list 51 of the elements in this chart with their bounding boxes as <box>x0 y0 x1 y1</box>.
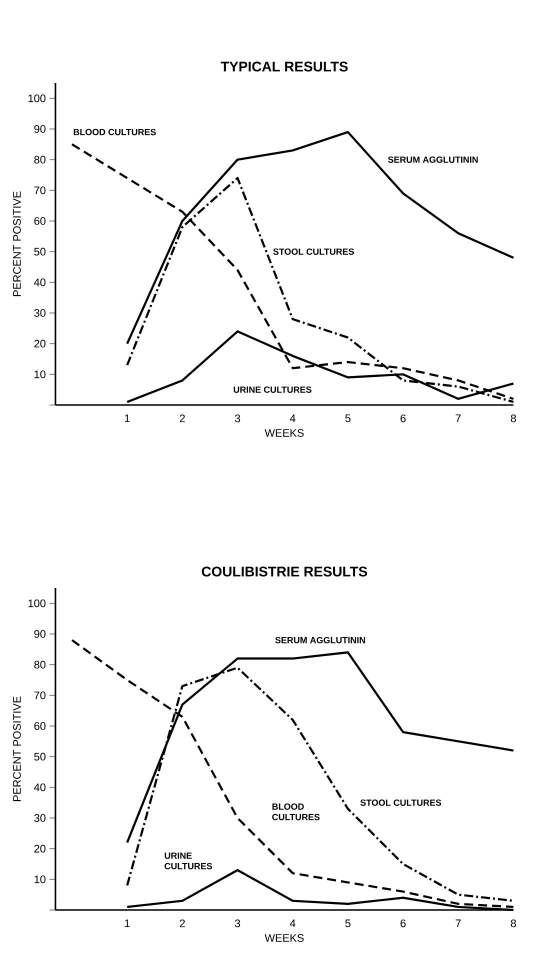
chart-title: COULIBISTRIE RESULTS <box>202 566 368 577</box>
x-tick-label: 1 <box>124 920 130 928</box>
x-tick-label: 5 <box>345 414 350 422</box>
y-tick-label: 40 <box>34 783 46 792</box>
x-tick-label: 2 <box>180 920 185 928</box>
x-axis-title: WEEKS <box>264 429 304 437</box>
y-tick-label: 60 <box>34 722 46 730</box>
series-label: STOOL CULTURES <box>273 248 354 255</box>
series-label: SERUM AGGLUTININ <box>275 636 366 644</box>
y-tick-label: 100 <box>28 94 46 102</box>
x-tick-label: 4 <box>290 920 296 928</box>
x-tick-label: 7 <box>456 920 461 928</box>
line-series <box>70 639 515 908</box>
x-tick-label: 8 <box>510 920 516 928</box>
x-tick-label: 7 <box>456 414 461 422</box>
y-tick-label: 80 <box>34 660 46 669</box>
x-tick-label: 4 <box>290 414 296 422</box>
x-tick-label: 5 <box>345 920 350 928</box>
y-tick-label: 90 <box>34 125 46 133</box>
y-tick-label: 70 <box>34 691 46 700</box>
y-tick-label: 20 <box>34 340 46 348</box>
y-tick-label: 10 <box>34 370 46 378</box>
x-tick-label: 3 <box>234 920 240 928</box>
series-label: STOOL CULTURES <box>360 799 442 806</box>
text: BLOOD CULTURES <box>272 803 320 820</box>
x-tick-label: 6 <box>400 414 406 422</box>
series-label: URINE CULTURES <box>164 852 212 870</box>
x-tick-label: 2 <box>180 414 185 422</box>
x-tick-label: 8 <box>510 414 516 422</box>
y-axis-title: PERCENT POSITIVE <box>13 192 21 296</box>
text: URINE CULTURES <box>234 386 312 393</box>
chart-title: TYPICAL RESULTS <box>220 62 348 72</box>
y-tick-label: 50 <box>34 248 46 256</box>
y-tick-label: 70 <box>34 186 46 194</box>
y-tick-label: 50 <box>34 752 46 761</box>
series-label: BLOOD CULTURES <box>74 128 156 136</box>
y-tick-label: 40 <box>34 278 46 286</box>
x-tick-label: 3 <box>234 414 240 422</box>
x-tick-label: 6 <box>400 920 406 928</box>
y-tick-label: 100 <box>28 599 46 608</box>
y-tick-label: 20 <box>34 844 46 853</box>
y-tick-label: 80 <box>34 156 46 164</box>
x-axis-title: WEEKS <box>264 934 304 942</box>
y-tick-label: 60 <box>34 217 46 225</box>
x-tick-label: 1 <box>124 414 130 422</box>
series-label: SERUM AGGLUTININ <box>388 156 478 163</box>
y-tick-label: 30 <box>34 814 46 822</box>
y-tick-label: 30 <box>34 309 46 317</box>
y-axis-title: PERCENT POSITIVE <box>13 696 21 802</box>
y-tick-label: 10 <box>34 875 46 884</box>
y-tick-label: 90 <box>34 630 46 638</box>
